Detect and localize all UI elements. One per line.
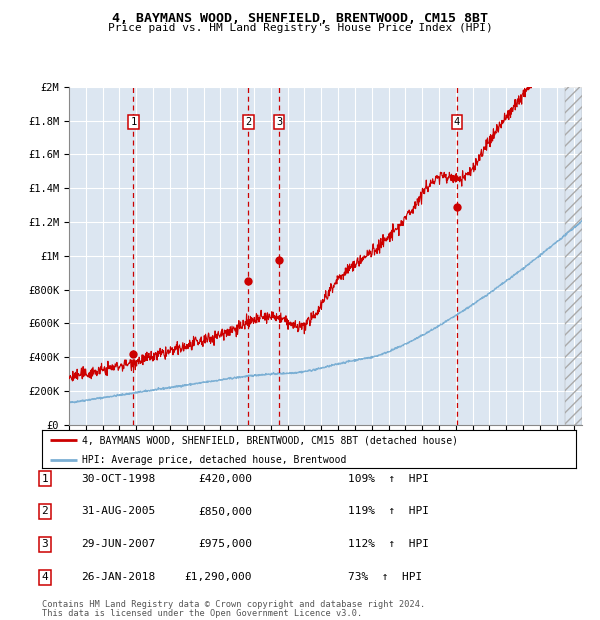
- Text: 31-AUG-2005: 31-AUG-2005: [81, 507, 155, 516]
- Text: £1,290,000: £1,290,000: [185, 572, 252, 582]
- Text: Contains HM Land Registry data © Crown copyright and database right 2024.: Contains HM Land Registry data © Crown c…: [42, 600, 425, 609]
- Text: 4, BAYMANS WOOD, SHENFIELD, BRENTWOOD, CM15 8BT (detached house): 4, BAYMANS WOOD, SHENFIELD, BRENTWOOD, C…: [82, 435, 458, 445]
- Text: 109%  ↑  HPI: 109% ↑ HPI: [348, 474, 429, 484]
- Text: 30-OCT-1998: 30-OCT-1998: [81, 474, 155, 484]
- Text: 4, BAYMANS WOOD, SHENFIELD, BRENTWOOD, CM15 8BT: 4, BAYMANS WOOD, SHENFIELD, BRENTWOOD, C…: [112, 12, 488, 25]
- Text: £850,000: £850,000: [198, 507, 252, 516]
- Text: 3: 3: [41, 539, 49, 549]
- Text: 73%  ↑  HPI: 73% ↑ HPI: [348, 572, 422, 582]
- Text: This data is licensed under the Open Government Licence v3.0.: This data is licensed under the Open Gov…: [42, 608, 362, 618]
- Text: 2: 2: [245, 117, 251, 127]
- Text: 119%  ↑  HPI: 119% ↑ HPI: [348, 507, 429, 516]
- Text: 3: 3: [276, 117, 282, 127]
- Text: Price paid vs. HM Land Registry's House Price Index (HPI): Price paid vs. HM Land Registry's House …: [107, 23, 493, 33]
- Text: 26-JAN-2018: 26-JAN-2018: [81, 572, 155, 582]
- Text: £420,000: £420,000: [198, 474, 252, 484]
- Text: 1: 1: [130, 117, 137, 127]
- Text: 29-JUN-2007: 29-JUN-2007: [81, 539, 155, 549]
- Text: 1: 1: [41, 474, 49, 484]
- Text: 4: 4: [454, 117, 460, 127]
- Text: £975,000: £975,000: [198, 539, 252, 549]
- Text: 112%  ↑  HPI: 112% ↑ HPI: [348, 539, 429, 549]
- Text: 4: 4: [41, 572, 49, 582]
- Text: 2: 2: [41, 507, 49, 516]
- Text: HPI: Average price, detached house, Brentwood: HPI: Average price, detached house, Bren…: [82, 454, 346, 464]
